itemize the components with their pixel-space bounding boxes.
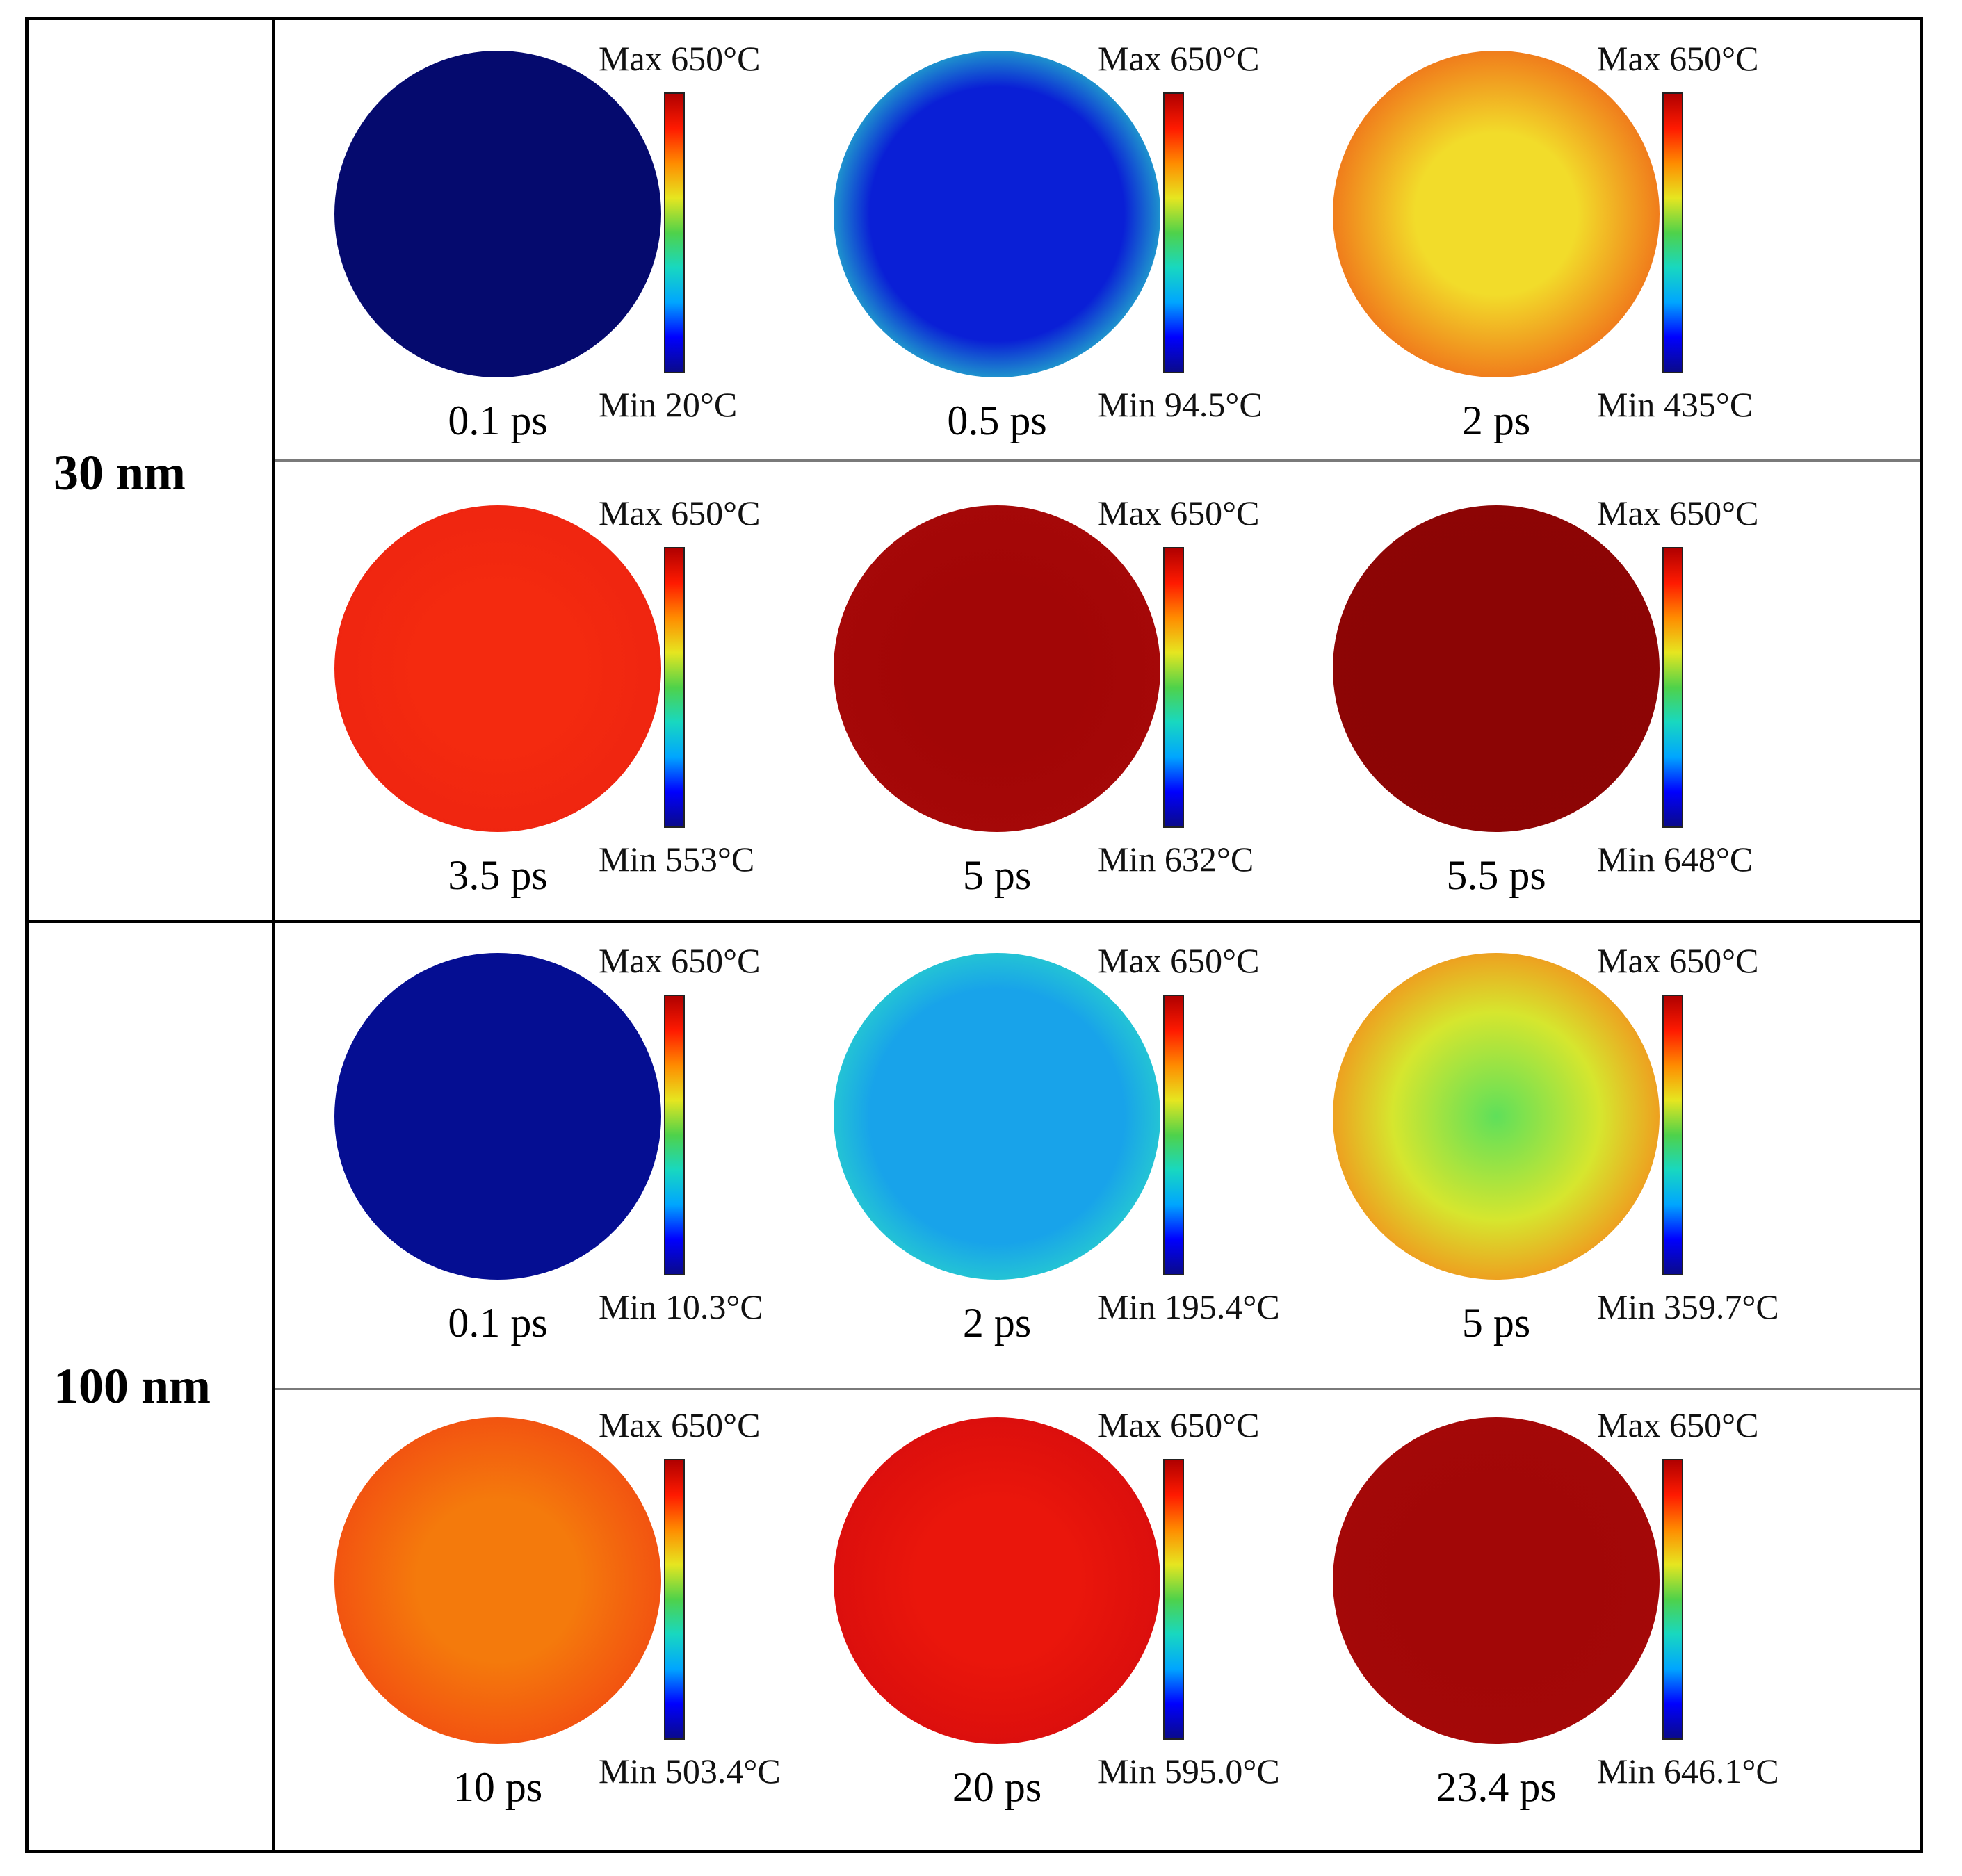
colorbar bbox=[664, 1459, 685, 1740]
min-temperature-label: Min 503.4°C bbox=[599, 1752, 781, 1791]
colorbar bbox=[1163, 547, 1184, 828]
time-label: 20 ps bbox=[952, 1764, 1042, 1810]
temperature-sphere bbox=[1333, 1417, 1660, 1744]
group-label-100nm: 100 nm bbox=[54, 1358, 211, 1414]
time-label: 2 ps bbox=[962, 1300, 1032, 1346]
max-temperature-label: Max 650°C bbox=[1098, 494, 1260, 532]
max-temperature-label: Max 650°C bbox=[599, 1405, 761, 1444]
temperature-sphere bbox=[834, 1417, 1160, 1744]
min-temperature-label: Min 359.7°C bbox=[1597, 1287, 1779, 1326]
max-temperature-label: Max 650°C bbox=[599, 39, 761, 78]
temperature-sphere bbox=[334, 1417, 661, 1744]
time-label: 5 ps bbox=[962, 852, 1032, 898]
time-label: 23.4 ps bbox=[1436, 1764, 1557, 1810]
max-temperature-label: Max 650°C bbox=[1597, 941, 1759, 980]
row-divider-100nm bbox=[275, 1388, 1920, 1390]
colorbar bbox=[1662, 547, 1683, 828]
temperature-sphere bbox=[334, 953, 661, 1280]
time-label: 5 ps bbox=[1461, 1300, 1531, 1346]
temperature-map-panel: Max 650°C Min 648°C 5.5 ps bbox=[1305, 484, 1803, 915]
row-divider-30nm bbox=[275, 459, 1920, 462]
colorbar bbox=[1163, 995, 1184, 1275]
figure-table: 30 nm 100 nm Max 650°C Min 20°C 0.1 ps Max … bbox=[25, 17, 1923, 1853]
group-divider bbox=[29, 920, 1920, 923]
temperature-sphere bbox=[834, 51, 1160, 377]
max-temperature-label: Max 650°C bbox=[599, 494, 761, 532]
temperature-sphere bbox=[334, 505, 661, 832]
max-temperature-label: Max 650°C bbox=[1597, 494, 1759, 532]
group-label-30nm: 30 nm bbox=[54, 445, 186, 500]
temperature-map-panel: Max 650°C Min 435°C 2 ps bbox=[1305, 30, 1803, 461]
colorbar bbox=[1163, 92, 1184, 373]
min-temperature-label: Min 94.5°C bbox=[1098, 385, 1263, 424]
time-label: 0.1 ps bbox=[448, 1300, 548, 1346]
temperature-map-panel: Max 650°C Min 595.0°C 20 ps bbox=[806, 1396, 1304, 1827]
max-temperature-label: Max 650°C bbox=[1597, 39, 1759, 78]
temperature-sphere bbox=[1333, 953, 1660, 1280]
time-label: 0.1 ps bbox=[448, 398, 548, 443]
temperature-map-panel: Max 650°C Min 553°C 3.5 ps bbox=[307, 484, 804, 915]
colorbar bbox=[664, 92, 685, 373]
temperature-sphere bbox=[1333, 51, 1660, 377]
temperature-map-panel: Max 650°C Min 359.7°C 5 ps bbox=[1305, 932, 1803, 1363]
min-temperature-label: Min 20°C bbox=[599, 385, 738, 424]
min-temperature-label: Min 553°C bbox=[599, 840, 755, 879]
min-temperature-label: Min 195.4°C bbox=[1098, 1287, 1280, 1326]
colorbar bbox=[1662, 92, 1683, 373]
max-temperature-label: Max 650°C bbox=[1098, 39, 1260, 78]
max-temperature-label: Max 650°C bbox=[599, 941, 761, 980]
min-temperature-label: Min 632°C bbox=[1098, 840, 1254, 879]
min-temperature-label: Min 648°C bbox=[1597, 840, 1753, 879]
colorbar bbox=[664, 995, 685, 1275]
time-label: 5.5 ps bbox=[1446, 852, 1546, 898]
temperature-map-panel: Max 650°C Min 94.5°C 0.5 ps bbox=[806, 30, 1304, 461]
min-temperature-label: Min 10.3°C bbox=[599, 1287, 763, 1326]
colorbar bbox=[664, 547, 685, 828]
colorbar bbox=[1662, 1459, 1683, 1740]
temperature-sphere bbox=[1333, 505, 1660, 832]
temperature-sphere bbox=[334, 51, 661, 377]
colorbar bbox=[1163, 1459, 1184, 1740]
temperature-map-panel: Max 650°C Min 195.4°C 2 ps bbox=[806, 932, 1304, 1363]
min-temperature-label: Min 595.0°C bbox=[1098, 1752, 1280, 1791]
time-label: 3.5 ps bbox=[448, 852, 548, 898]
temperature-sphere bbox=[834, 505, 1160, 832]
temperature-map-panel: Max 650°C Min 646.1°C 23.4 ps bbox=[1305, 1396, 1803, 1827]
min-temperature-label: Min 435°C bbox=[1597, 385, 1753, 424]
max-temperature-label: Max 650°C bbox=[1098, 1405, 1260, 1444]
column-divider bbox=[272, 20, 275, 1850]
time-label: 0.5 ps bbox=[947, 398, 1047, 443]
temperature-sphere bbox=[834, 953, 1160, 1280]
time-label: 2 ps bbox=[1461, 398, 1531, 443]
temperature-map-panel: Max 650°C Min 632°C 5 ps bbox=[806, 484, 1304, 915]
temperature-map-panel: Max 650°C Min 503.4°C 10 ps bbox=[307, 1396, 804, 1827]
max-temperature-label: Max 650°C bbox=[1098, 941, 1260, 980]
max-temperature-label: Max 650°C bbox=[1597, 1405, 1759, 1444]
temperature-map-panel: Max 650°C Min 20°C 0.1 ps bbox=[307, 30, 804, 461]
min-temperature-label: Min 646.1°C bbox=[1597, 1752, 1779, 1791]
colorbar bbox=[1662, 995, 1683, 1275]
time-label: 10 ps bbox=[453, 1764, 543, 1810]
temperature-map-panel: Max 650°C Min 10.3°C 0.1 ps bbox=[307, 932, 804, 1363]
